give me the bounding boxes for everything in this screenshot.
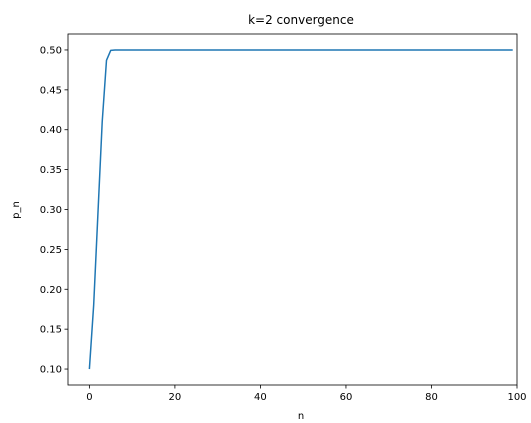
plot-area — [67, 33, 518, 386]
y-tick-label: 0.30 — [40, 205, 62, 216]
chart-title: k=2 convergence — [248, 13, 354, 27]
x-tick-label: 100 — [507, 392, 526, 403]
y-tick-label: 0.20 — [40, 285, 62, 296]
x-tick-label: 40 — [254, 392, 267, 403]
series-line — [88, 49, 513, 370]
y-tick-label: 0.35 — [40, 165, 62, 176]
y-tick-label: 0.25 — [40, 245, 62, 256]
x-axis-label: n — [298, 411, 304, 422]
y-tick-label: 0.40 — [40, 125, 62, 136]
y-axis-label: p_n — [11, 201, 22, 219]
y-tick-label: 0.50 — [40, 45, 62, 56]
x-axis-ticks: 0 20 40 60 80 100 — [86, 385, 527, 403]
x-tick-label: 60 — [340, 392, 353, 403]
x-tick-label: 20 — [169, 392, 182, 403]
y-tick-label: 0.45 — [40, 85, 62, 96]
y-tick-label: 0.10 — [40, 365, 62, 376]
y-axis-ticks: 0.10 0.15 0.20 0.25 0.30 0.35 0.40 0.45 0.50 — [40, 45, 68, 376]
x-tick-label: 0 — [86, 392, 92, 403]
y-tick-label: 0.15 — [40, 325, 62, 336]
x-tick-label: 80 — [425, 392, 438, 403]
series-layer — [88, 49, 513, 370]
